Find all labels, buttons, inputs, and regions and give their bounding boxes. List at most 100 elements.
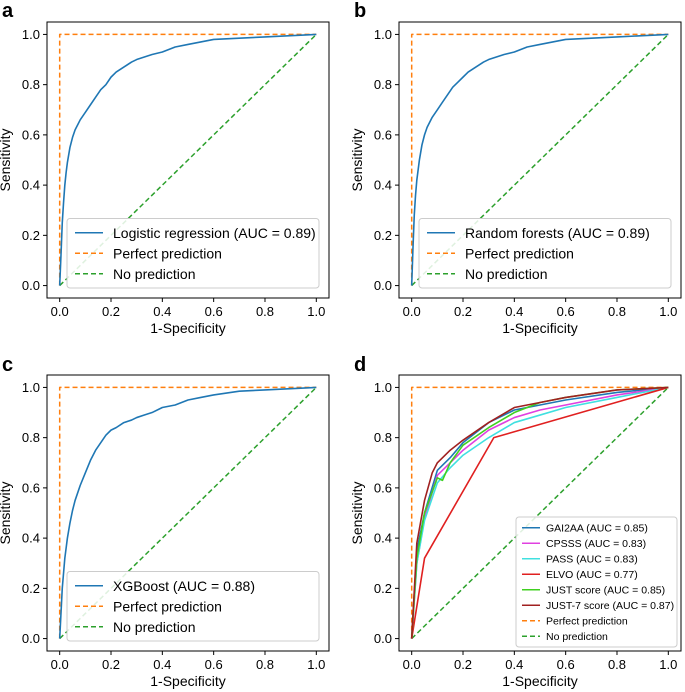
panel-letter: a xyxy=(2,0,14,22)
x-axis-label: 1-Specificity xyxy=(502,320,577,336)
legend-box xyxy=(66,571,320,642)
y-tick-label: 0.2 xyxy=(374,581,392,596)
series-line-perfect-prediction xyxy=(58,33,317,286)
series-line-elvo-auc-0-77 xyxy=(410,386,669,639)
y-tick-label: 0.2 xyxy=(22,581,40,596)
legend-entry: Perfect prediction xyxy=(465,245,574,261)
x-axis-label: 1-Specificity xyxy=(150,673,225,689)
x-tick-label: 0.6 xyxy=(205,657,223,672)
y-tick-label: 1.0 xyxy=(374,27,392,42)
y-tick-label: 0.2 xyxy=(374,228,392,243)
legend: GAI2AA (AUC = 0.85) CPSSS (AUC = 0.83) PAS… xyxy=(515,516,678,648)
series-line-perfect-prediction xyxy=(58,386,317,639)
legend-box xyxy=(515,516,678,648)
legend-entry: ELVO (AUC = 0.77) xyxy=(546,569,638,581)
panel-letter: b xyxy=(354,0,366,22)
legend-entry: XGBoost (AUC = 0.88) xyxy=(113,578,255,594)
legend-entry: Random forests (AUC = 0.89) xyxy=(465,225,650,241)
y-tick-label: 0.6 xyxy=(374,480,392,495)
legend-entry: CPSSS (AUC = 0.83) xyxy=(546,538,646,550)
x-tick-label: 0.0 xyxy=(51,657,69,672)
series-line-random-forests-auc-0-89 xyxy=(410,33,669,286)
y-axis-label: Sensitivity xyxy=(0,128,13,191)
x-tick-label: 0.6 xyxy=(205,304,223,319)
axes-frame xyxy=(46,21,330,299)
y-tick-label: 1.0 xyxy=(374,380,392,395)
x-axis-label: 1-Specificity xyxy=(502,673,577,689)
y-tick-label: 0.2 xyxy=(22,228,40,243)
legend-entry: Perfect prediction xyxy=(113,598,222,614)
legend-entry: JUST-7 score (AUC = 0.87) xyxy=(546,600,674,612)
legend: XGBoost (AUC = 0.88) Perfect prediction No… xyxy=(66,571,320,642)
series-line-logistic-regression-auc-0-89 xyxy=(58,33,317,286)
x-tick-label: 0.4 xyxy=(153,304,171,319)
legend-box xyxy=(66,218,320,289)
x-tick-label: 0.8 xyxy=(608,657,626,672)
y-tick-label: 0.0 xyxy=(22,631,40,646)
x-tick-label: 0.2 xyxy=(454,304,472,319)
x-tick-label: 0.4 xyxy=(505,304,523,319)
legend-entry: JUST score (AUC = 0.85) xyxy=(546,585,665,597)
legend-entry: PASS (AUC = 0.83) xyxy=(546,554,638,566)
legend-entry: No prediction xyxy=(113,619,196,635)
panel-c: c 0.0 0.2 0.4 0.6 0.8 1.0 0.0 0.2 0.4 0.6 0.8 1.0 1-S… xyxy=(0,354,330,689)
x-tick-label: 0.6 xyxy=(557,657,575,672)
y-axis-label: Sensitivity xyxy=(349,481,365,544)
x-tick-label: 1.0 xyxy=(659,657,677,672)
series-line-no-prediction xyxy=(411,386,669,640)
axes-frame xyxy=(398,374,682,652)
x-tick-label: 0.8 xyxy=(608,304,626,319)
y-tick-label: 0.4 xyxy=(374,531,392,546)
y-tick-label: 0.8 xyxy=(374,430,392,445)
series-line-perfect-prediction xyxy=(410,386,669,639)
y-tick-label: 0.4 xyxy=(22,531,40,546)
y-tick-label: 1.0 xyxy=(22,27,40,42)
x-tick-label: 0.4 xyxy=(505,657,523,672)
legend: Logistic regression (AUC = 0.89) Perfect … xyxy=(66,218,320,289)
x-tick-label: 0.2 xyxy=(454,657,472,672)
x-tick-label: 0.0 xyxy=(403,304,421,319)
panel-letter: d xyxy=(354,354,366,376)
panel-d: d 0.0 0.2 0.4 0.6 0.8 1.0 0.0 0.2 0.4 0.6 0.8 1.0 1-S… xyxy=(349,354,682,689)
panel-letter: c xyxy=(2,354,13,376)
x-tick-label: 0.0 xyxy=(51,304,69,319)
legend-entry: No prediction xyxy=(546,631,608,643)
y-tick-label: 0.0 xyxy=(22,278,40,293)
y-axis-label: Sensitivity xyxy=(0,481,13,544)
panel-b: b 0.0 0.2 0.4 0.6 0.8 1.0 0.0 0.2 0.4 0.6 0.8 1.0 1-S… xyxy=(349,0,682,336)
y-tick-label: 0.4 xyxy=(22,178,40,193)
x-axis-label: 1-Specificity xyxy=(150,320,225,336)
y-tick-label: 0.6 xyxy=(22,480,40,495)
y-tick-label: 0.6 xyxy=(374,127,392,142)
legend-entry: Perfect prediction xyxy=(113,245,222,261)
y-tick-label: 0.4 xyxy=(374,178,392,193)
axes-frame xyxy=(46,374,330,652)
legend-entry: No prediction xyxy=(113,266,196,282)
x-tick-label: 1.0 xyxy=(307,657,325,672)
x-tick-label: 0.6 xyxy=(557,304,575,319)
series-line-perfect-prediction xyxy=(410,33,669,286)
series-line-just-7-score-auc-0-87 xyxy=(410,386,669,639)
legend-entry: GAI2AA (AUC = 0.85) xyxy=(546,523,648,535)
x-tick-label: 0.8 xyxy=(256,657,274,672)
y-tick-label: 0.6 xyxy=(22,127,40,142)
y-tick-label: 0.8 xyxy=(22,77,40,92)
panel-a: a 0.0 0.2 0.4 0.6 0.8 1.0 0.0 0.2 0.4 0.6 0.8 1.0 1-S… xyxy=(0,0,330,336)
x-tick-label: 1.0 xyxy=(307,304,325,319)
legend-entry: No prediction xyxy=(465,266,548,282)
legend-entry: Logistic regression (AUC = 0.89) xyxy=(113,225,316,241)
x-tick-label: 0.2 xyxy=(102,657,120,672)
legend-box xyxy=(418,218,672,289)
legend-entry: Perfect prediction xyxy=(546,616,628,628)
y-axis-label: Sensitivity xyxy=(349,128,365,191)
y-tick-label: 0.0 xyxy=(374,278,392,293)
series-line-xgboost-auc-0-88 xyxy=(58,386,317,639)
x-tick-label: 0.8 xyxy=(256,304,274,319)
series-line-pass-auc-0-83 xyxy=(410,386,669,639)
legend: Random forests (AUC = 0.89) Perfect predi… xyxy=(418,218,672,289)
x-tick-label: 0.4 xyxy=(153,657,171,672)
axes-frame xyxy=(398,21,682,299)
y-tick-label: 0.8 xyxy=(22,430,40,445)
y-tick-label: 1.0 xyxy=(22,380,40,395)
